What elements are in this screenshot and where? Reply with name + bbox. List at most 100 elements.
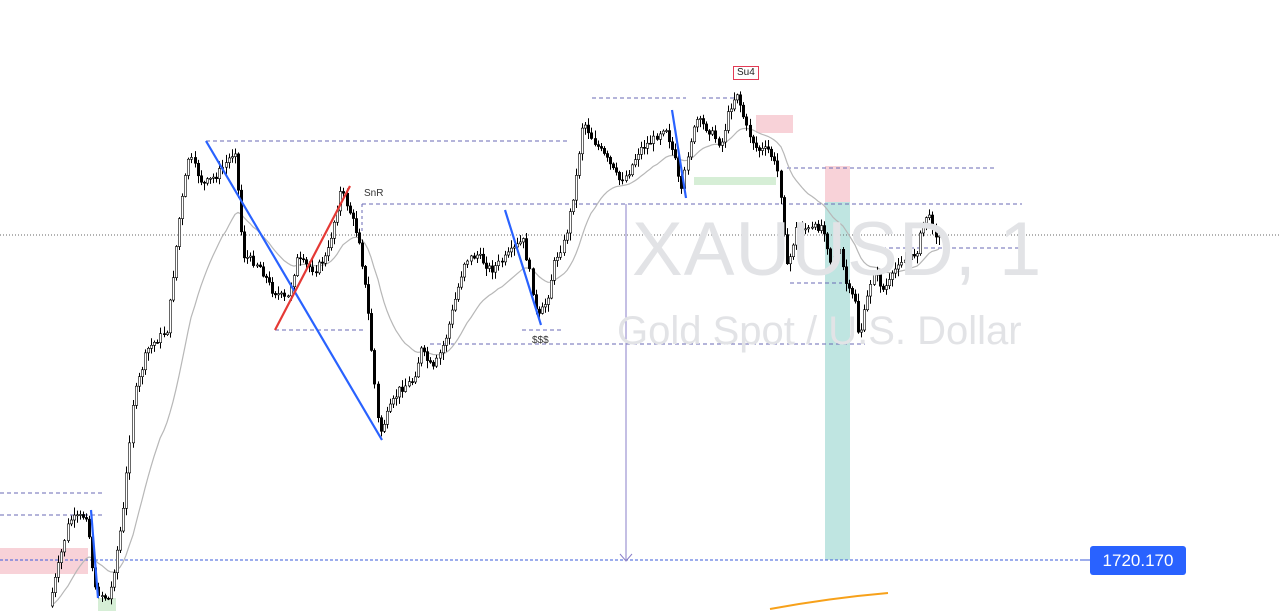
candle-body — [633, 159, 637, 166]
candle-body — [934, 228, 938, 238]
candle-body — [676, 157, 680, 177]
candle-body — [351, 212, 355, 219]
candle-body — [237, 153, 241, 191]
candle-body — [760, 148, 764, 151]
candle-body — [163, 333, 167, 335]
candle-body — [853, 293, 857, 302]
snr-annotation: SnR — [364, 188, 384, 199]
candle-body — [400, 386, 404, 392]
candle-body — [150, 345, 154, 349]
candle-body — [438, 352, 442, 359]
blue-swing-leg-1 — [205, 140, 383, 441]
candle-body — [388, 403, 392, 412]
candle-body — [627, 174, 631, 177]
candle-body — [707, 130, 711, 135]
candle-body — [732, 99, 736, 110]
candle-body — [363, 266, 367, 285]
candle-body — [382, 423, 386, 432]
candle-body — [552, 260, 556, 281]
candle-body — [717, 138, 721, 146]
candle-body — [228, 157, 232, 163]
candle-body — [912, 254, 916, 257]
red-swing-leg — [274, 185, 351, 331]
candle-body — [531, 268, 535, 295]
candle-body — [506, 251, 510, 256]
candle-body — [329, 237, 333, 248]
candle-body — [434, 357, 438, 367]
candle-body — [286, 295, 290, 298]
zone-layer — [0, 115, 850, 611]
candle-body — [596, 144, 600, 147]
candle-body — [537, 308, 541, 314]
candle-body — [527, 259, 531, 269]
candle-body — [729, 108, 733, 112]
candle-body — [828, 248, 832, 263]
candle-body — [589, 132, 593, 139]
candle-body — [341, 191, 345, 194]
candle-body — [819, 225, 823, 231]
candle-body — [878, 273, 882, 287]
candle-body — [813, 223, 817, 228]
candle-body — [868, 284, 872, 297]
candle-body — [841, 249, 845, 268]
candle-body — [661, 130, 665, 135]
blue-swing-leg-0 — [89, 509, 100, 599]
candle-body — [583, 124, 587, 129]
candle-body — [791, 244, 795, 258]
candle-body — [695, 119, 699, 128]
stop-zone — [825, 166, 850, 202]
candle-body — [190, 157, 194, 160]
demand-zone-bottom — [98, 598, 116, 611]
candle-body — [493, 265, 497, 273]
candle-body — [441, 345, 445, 354]
candle-body — [159, 333, 163, 343]
candle-body — [326, 247, 330, 257]
candle-body — [593, 138, 597, 145]
candle-body — [620, 179, 624, 182]
candle-body — [279, 292, 283, 295]
candle-body — [825, 233, 829, 250]
orange-trend-line — [769, 592, 889, 610]
candle-body — [62, 540, 66, 553]
price-axis-label[interactable]: 1720.170 — [1090, 546, 1186, 575]
candle-body — [810, 226, 814, 229]
candle-body — [769, 148, 773, 158]
candle-body — [110, 586, 114, 600]
candle-body — [599, 146, 603, 149]
candle-body — [726, 111, 730, 131]
candle-body — [320, 261, 324, 264]
candle-body — [203, 181, 207, 184]
candle-body — [376, 383, 380, 419]
candle-body — [304, 259, 308, 265]
candle-body — [546, 297, 550, 305]
candle-body — [816, 223, 820, 231]
candle-body — [397, 386, 401, 398]
candle-body — [571, 199, 575, 212]
candle-body — [215, 176, 219, 179]
candle-body — [206, 178, 210, 184]
candle-body — [413, 376, 417, 383]
candle-body — [772, 156, 776, 162]
liquidity-annotation: $$$ — [532, 335, 549, 346]
candle-body — [447, 323, 451, 339]
candle-body — [921, 222, 925, 234]
candles — [50, 91, 941, 608]
candle-body — [298, 257, 302, 260]
candle-body — [500, 260, 504, 263]
candle-body — [779, 170, 783, 198]
candle-body — [255, 264, 259, 267]
candle-body — [135, 385, 139, 406]
candle-body — [472, 255, 476, 259]
candle-body — [141, 369, 145, 377]
candle-body — [156, 342, 160, 344]
candle-body — [844, 266, 848, 284]
candle-body — [113, 572, 117, 588]
candle-body — [295, 257, 299, 276]
candle-body — [611, 163, 615, 169]
candle-body — [617, 171, 621, 181]
candle-body — [419, 347, 423, 364]
candle-body — [88, 518, 92, 538]
candle-body — [794, 227, 798, 246]
candle-body — [379, 417, 383, 432]
